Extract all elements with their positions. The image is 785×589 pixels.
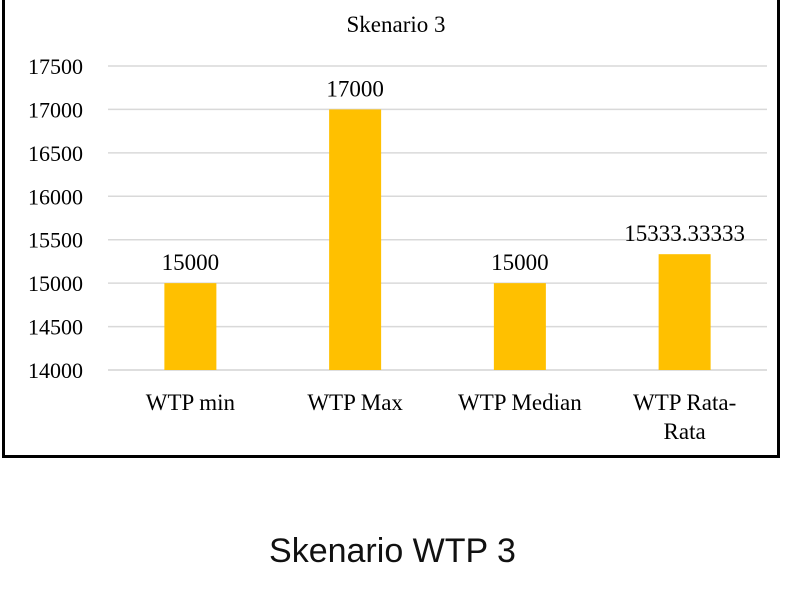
- data-label: 15000: [491, 250, 549, 275]
- data-labels: 15000 17000 15000 15333.33333: [162, 76, 745, 275]
- figure-caption: Skenario WTP 3: [269, 532, 516, 570]
- y-tick-label: 15500: [28, 228, 83, 253]
- x-axis-ticks: WTP min WTP Max WTP Median WTP Rata-Rata: [146, 390, 737, 444]
- y-tick-label: 16000: [28, 184, 83, 209]
- x-tick-label: WTP Rata-Rata: [633, 390, 736, 444]
- bar-chart: Skenario 3 14000 14500 15000 15500 16000 1650…: [28, 12, 767, 444]
- y-tick-label: 17000: [28, 97, 83, 122]
- chart-title: Skenario 3: [346, 12, 445, 37]
- gridlines: [108, 65, 767, 371]
- x-tick-label: WTP Median: [458, 390, 582, 415]
- data-label: 15000: [162, 250, 220, 275]
- x-tick-label: WTP Max: [307, 390, 403, 415]
- y-axis-ticks: 14000 14500 15000 15500 16000 16500 17000 17500: [28, 54, 83, 383]
- chart-frame: Skenario 3 14000 14500 15000 15500 16000 1650…: [2, 0, 780, 458]
- data-label: 17000: [326, 76, 384, 101]
- y-tick-label: 17500: [28, 54, 83, 79]
- bar: [493, 283, 546, 370]
- bar: [658, 254, 711, 370]
- y-tick-label: 14000: [28, 358, 83, 383]
- y-tick-label: 14500: [28, 315, 83, 340]
- bars: [164, 109, 711, 370]
- bar: [164, 283, 217, 370]
- x-tick-label: WTP min: [146, 390, 236, 415]
- bar: [329, 109, 382, 370]
- data-label: 15333.33333: [624, 221, 745, 246]
- y-tick-label: 16500: [28, 141, 83, 166]
- y-tick-label: 15000: [28, 271, 83, 296]
